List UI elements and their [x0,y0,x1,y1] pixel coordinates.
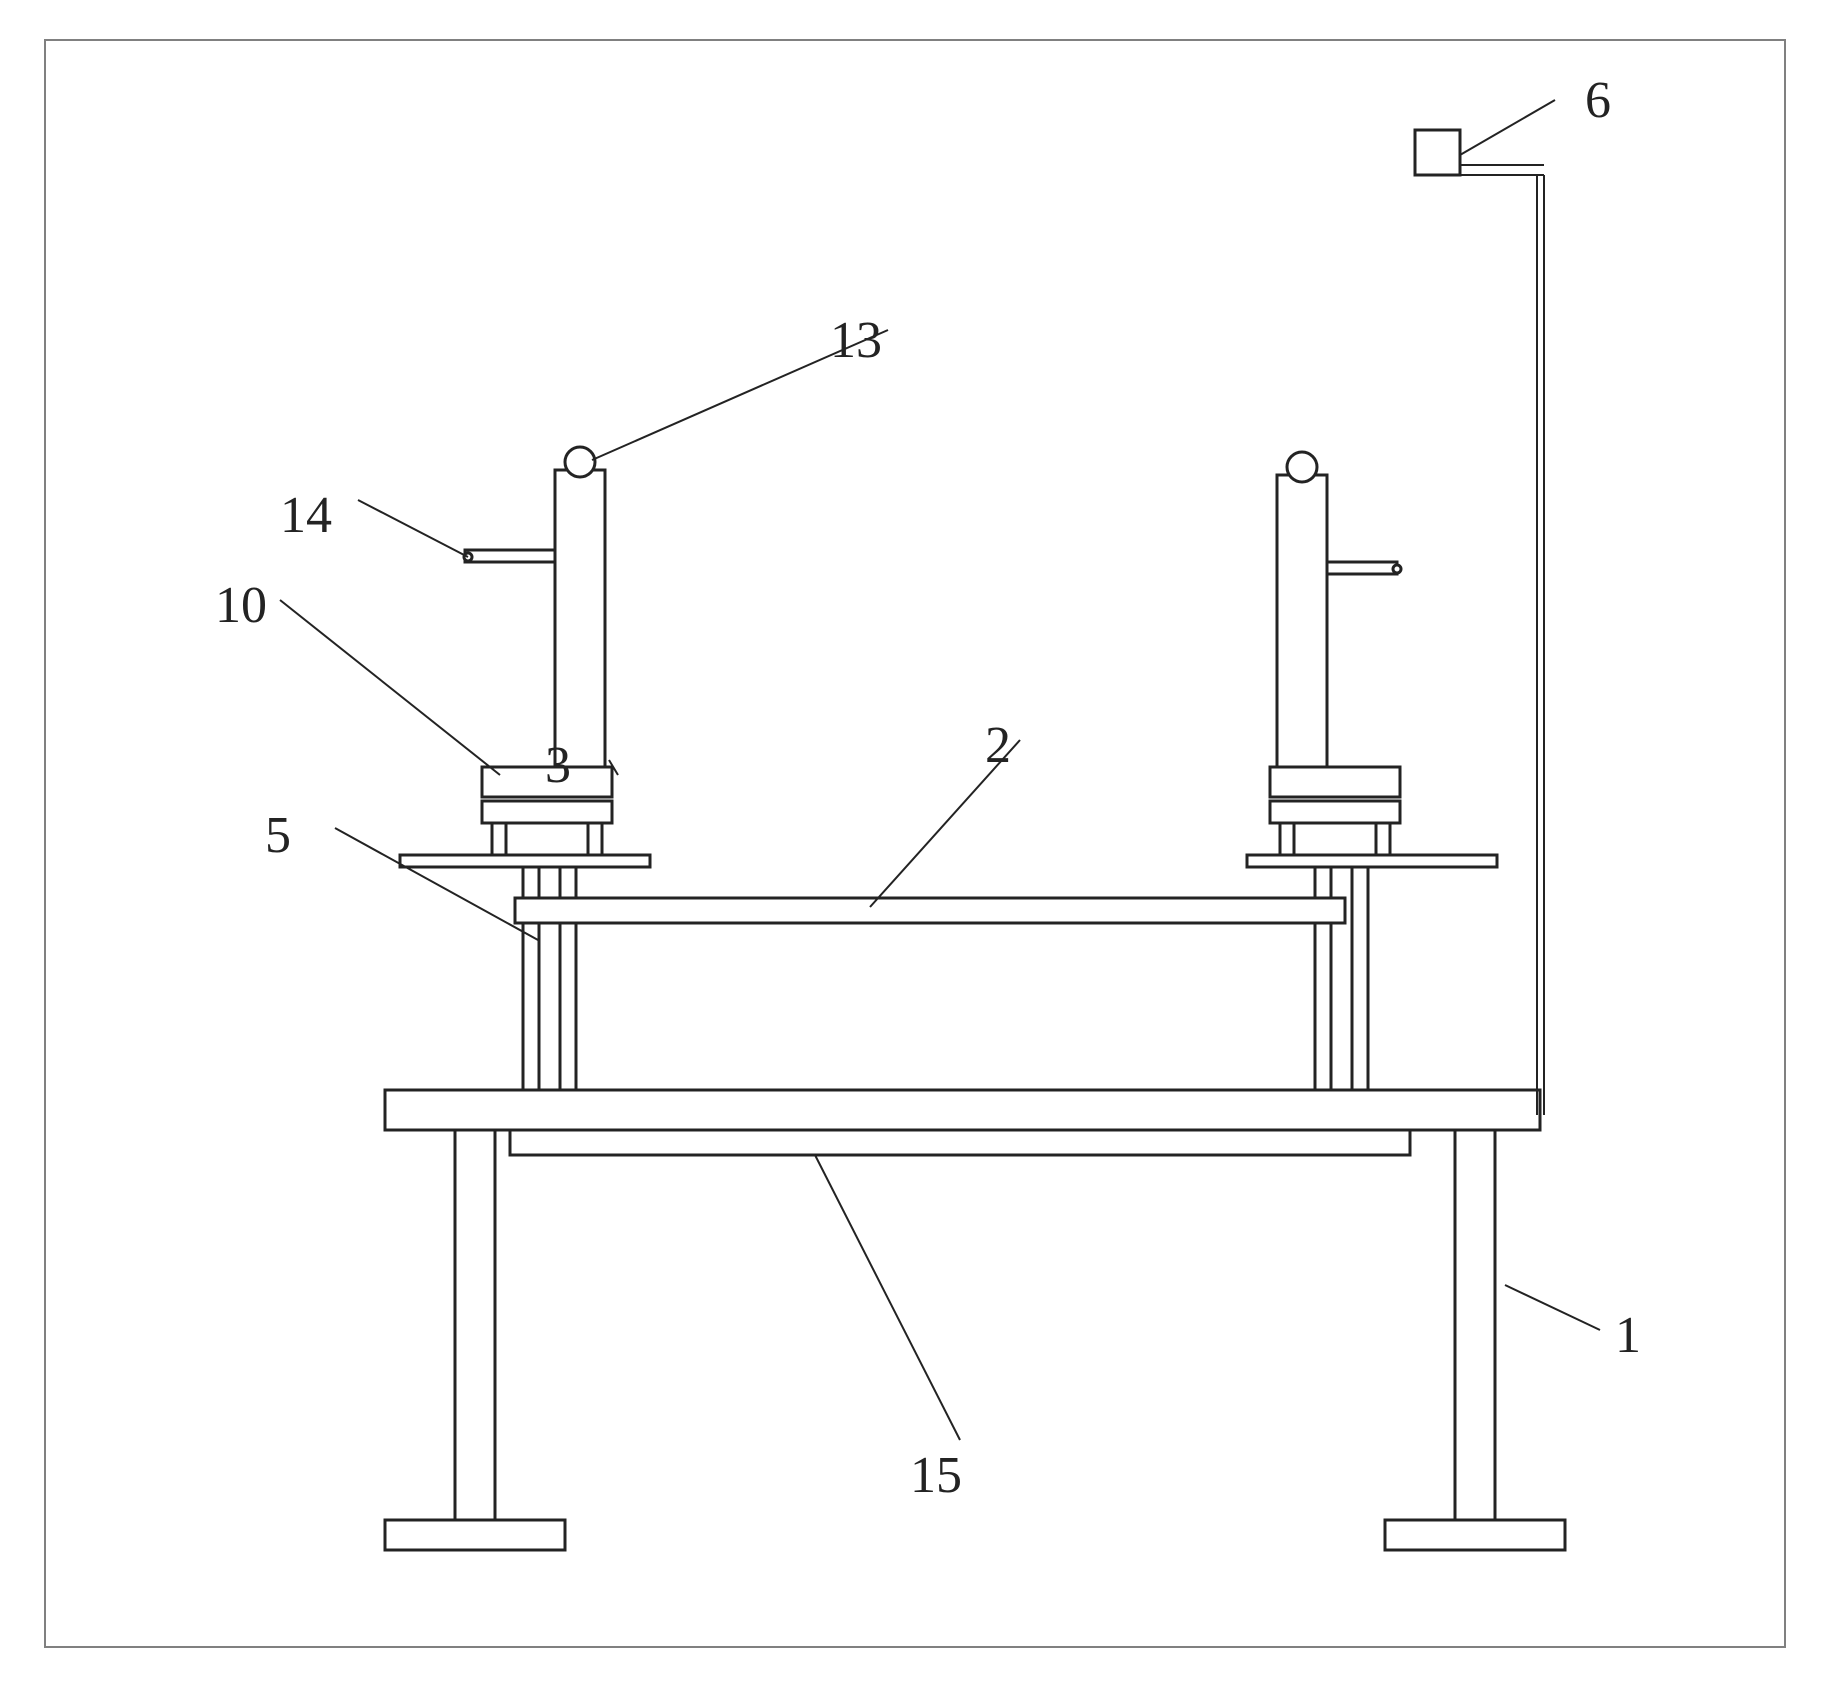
label-3: 3 [545,740,571,792]
label-5: 5 [265,810,291,862]
label-14: 14 [280,490,332,542]
label-2: 2 [985,720,1011,772]
label-1: 1 [1615,1310,1641,1362]
label-10: 10 [215,580,267,632]
label-13: 13 [830,315,882,367]
label-6: 6 [1585,75,1611,127]
label-15: 15 [910,1450,962,1502]
